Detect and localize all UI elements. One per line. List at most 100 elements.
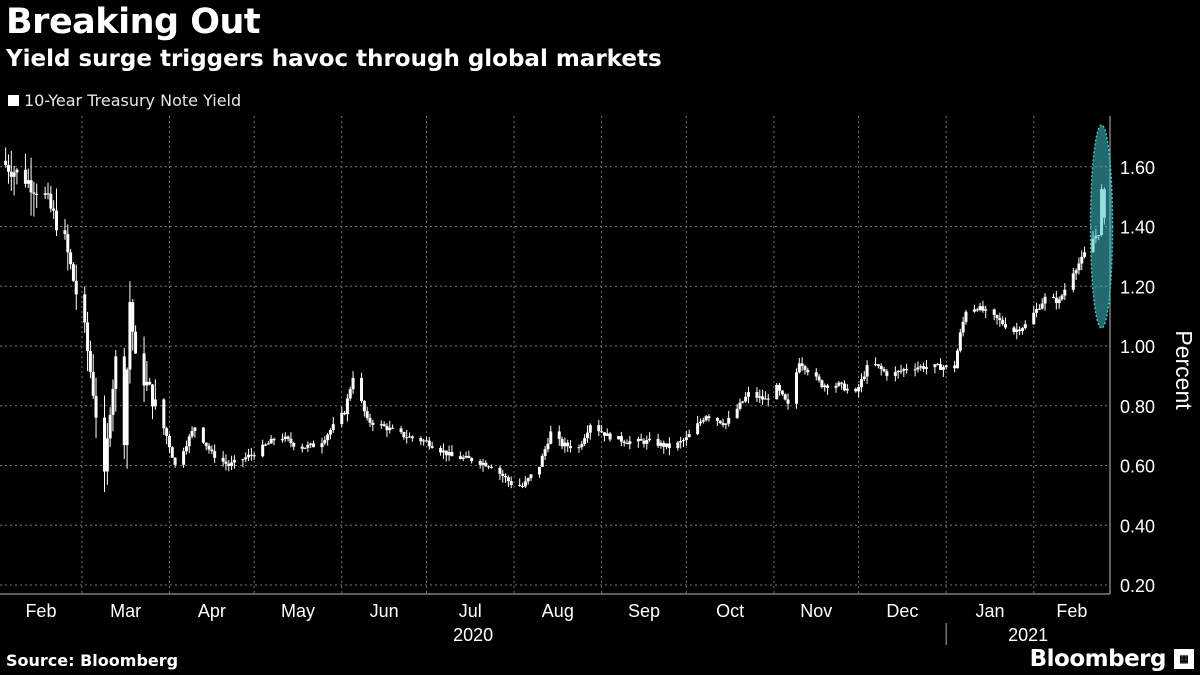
candle-body	[814, 372, 818, 377]
candle-body	[981, 306, 985, 311]
candle-body	[859, 379, 863, 388]
candle-body	[193, 427, 197, 431]
candle-body	[1074, 270, 1078, 274]
candle-body	[549, 431, 553, 444]
candle-body	[481, 462, 485, 465]
candle-body	[600, 431, 604, 433]
candle-body	[306, 444, 310, 448]
candle-body	[12, 172, 16, 177]
candle-body	[995, 314, 999, 319]
candle-body	[899, 370, 903, 372]
candle-body	[323, 440, 327, 444]
candle-body	[444, 450, 448, 456]
candle-body	[721, 423, 725, 425]
candle-body	[775, 384, 779, 400]
candle-body	[1018, 329, 1022, 332]
candle-body	[1037, 308, 1041, 310]
chart-legend: 10-Year Treasury Note Yield	[8, 91, 241, 110]
candle-body	[1052, 296, 1056, 298]
candle-body	[622, 441, 626, 444]
candle-body	[328, 430, 332, 435]
candle-body	[659, 442, 663, 446]
candle-body	[862, 376, 866, 380]
candle-body	[794, 372, 798, 404]
y-tick-label: 0.20	[1120, 576, 1155, 596]
candle-body	[1063, 289, 1067, 296]
candle-body	[1057, 299, 1061, 304]
candle-body	[537, 466, 541, 475]
candle-body	[642, 440, 646, 444]
highlight-ellipse	[1089, 124, 1114, 329]
candle-body	[823, 385, 827, 388]
candle-body	[543, 449, 547, 456]
candle-body	[247, 454, 251, 458]
candle-body	[913, 369, 917, 371]
candle-body	[142, 353, 146, 386]
candle-body	[924, 367, 928, 369]
candle-body	[961, 321, 965, 333]
candle-body	[529, 474, 533, 479]
bloomberg-logo: Bloomberg	[1029, 646, 1167, 672]
candle-body	[1012, 327, 1016, 332]
candle-body	[207, 445, 211, 450]
candle-body	[266, 443, 270, 445]
candle-body	[755, 392, 759, 398]
candle-body	[718, 420, 722, 424]
candle-body	[484, 462, 488, 467]
candle-body	[696, 423, 700, 435]
candle-body	[588, 425, 592, 433]
candle-body	[876, 364, 880, 366]
candle-body	[885, 371, 889, 376]
candle-body	[419, 438, 423, 442]
candle-body	[1015, 329, 1019, 332]
candle-body	[1071, 273, 1075, 290]
candle-body	[984, 309, 988, 311]
candle-body	[955, 350, 959, 369]
candle-body	[348, 389, 352, 399]
candle-body	[427, 440, 431, 447]
candle-body	[585, 432, 589, 439]
candle-body	[134, 331, 138, 354]
candle-body	[882, 369, 886, 372]
candle-body	[707, 416, 711, 419]
legend-swatch-icon	[8, 95, 19, 106]
candle-body	[6, 164, 10, 172]
x-tick-label: Sep	[628, 601, 660, 621]
x-tick-label: Nov	[800, 601, 832, 621]
candle-body	[345, 398, 349, 415]
candle-body	[758, 396, 762, 398]
candle-body	[91, 371, 95, 396]
candle-body	[105, 438, 109, 472]
candle-body	[88, 351, 92, 372]
candle-body	[676, 442, 680, 448]
y-tick-label: 1.60	[1120, 158, 1155, 178]
candle-body	[227, 463, 231, 467]
candle-body	[461, 457, 465, 459]
legend-label: 10-Year Treasury Note Yield	[24, 91, 242, 110]
candle-body	[410, 436, 414, 439]
candle-body	[509, 481, 513, 485]
x-tick-label: Feb	[25, 601, 56, 621]
candle-body	[766, 398, 770, 400]
candle-body	[303, 447, 307, 449]
candle-body	[15, 169, 19, 173]
candle-body	[63, 230, 67, 235]
candle-body	[35, 193, 39, 195]
candle-body	[498, 467, 502, 474]
candle-body	[470, 458, 474, 462]
candle-body	[162, 399, 166, 429]
candle-body	[382, 424, 386, 427]
candle-body	[1040, 303, 1044, 309]
y-tick-label: 0.60	[1120, 457, 1155, 477]
candle-body	[902, 369, 906, 371]
candle-body	[964, 311, 968, 322]
bloomberg-badge-icon: ▦	[1174, 649, 1194, 669]
candle-body	[263, 444, 267, 446]
x-tick-label: Aug	[542, 601, 574, 621]
candle-body	[879, 365, 883, 370]
candle-body	[66, 234, 70, 253]
candle-body	[583, 438, 587, 445]
candle-body	[424, 440, 428, 442]
y-tick-label: 0.80	[1120, 397, 1155, 417]
year-label: 2020	[453, 625, 493, 645]
